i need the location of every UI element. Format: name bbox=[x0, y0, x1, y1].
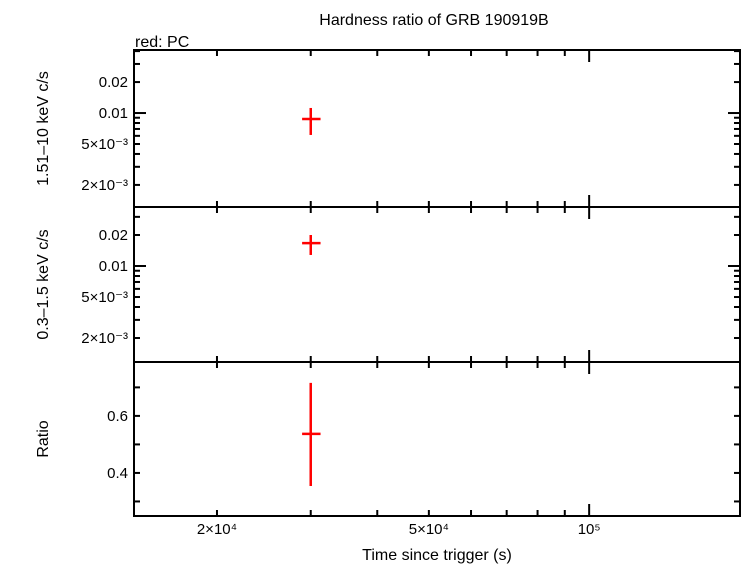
y-tick-label: 0.01 bbox=[99, 258, 128, 275]
y-axis-label: Ratio bbox=[35, 420, 52, 457]
panel-frame bbox=[133, 361, 741, 517]
y-tick-label: 2×10⁻³ bbox=[81, 330, 128, 347]
y-tick-label: 0.6 bbox=[107, 408, 128, 425]
x-tick-label: 2×10⁴ bbox=[197, 521, 237, 538]
y-tick-label: 2×10⁻³ bbox=[81, 177, 128, 194]
panel-1: 0.02 0.01 5×10⁻³ 2×10⁻³ 1.51–10 keV c/s bbox=[35, 49, 741, 208]
x-tick-label: 10⁵ bbox=[578, 521, 601, 538]
panel-3: 0.6 0.4 Ratio bbox=[35, 361, 741, 517]
y-tick-label: 0.02 bbox=[99, 74, 128, 91]
y-tick-label: 5×10⁻³ bbox=[81, 136, 128, 153]
panel-2: 0.02 0.01 5×10⁻³ 2×10⁻³ 0.3–1.5 keV c/s bbox=[35, 206, 741, 363]
y-tick-label: 5×10⁻³ bbox=[81, 289, 128, 306]
y-axis-label: 1.51–10 keV c/s bbox=[35, 71, 52, 186]
y-tick-label: 0.4 bbox=[107, 465, 128, 482]
legend-note: red: PC bbox=[135, 34, 189, 51]
chart-title: Hardness ratio of GRB 190919B bbox=[319, 12, 548, 29]
x-axis-label: Time since trigger (s) bbox=[362, 547, 512, 564]
y-tick-label: 0.02 bbox=[99, 227, 128, 244]
y-axis-label: 0.3–1.5 keV c/s bbox=[35, 229, 52, 339]
y-tick-label: 0.01 bbox=[99, 105, 128, 122]
panel-frame bbox=[133, 206, 741, 363]
x-tick-label: 5×10⁴ bbox=[409, 521, 449, 538]
panel-frame bbox=[133, 49, 741, 208]
